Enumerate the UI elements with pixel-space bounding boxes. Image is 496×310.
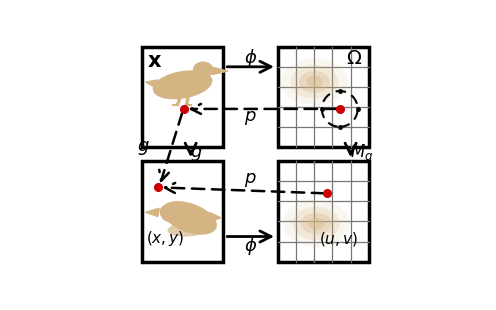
Ellipse shape	[299, 71, 330, 93]
Ellipse shape	[193, 61, 213, 78]
Text: $(x,y)$: $(x,y)$	[146, 229, 185, 248]
Polygon shape	[145, 80, 158, 88]
Ellipse shape	[301, 213, 332, 234]
Ellipse shape	[306, 76, 323, 88]
Ellipse shape	[281, 59, 348, 105]
Polygon shape	[145, 208, 159, 216]
Text: $g$: $g$	[190, 145, 203, 163]
Text: $p$: $p$	[245, 109, 257, 127]
Polygon shape	[209, 212, 221, 222]
Text: $\Omega$: $\Omega$	[346, 50, 362, 68]
Ellipse shape	[160, 205, 178, 223]
Bar	[142, 161, 223, 262]
Ellipse shape	[291, 65, 338, 99]
Text: $p$: $p$	[245, 171, 257, 189]
Ellipse shape	[153, 70, 212, 99]
Bar	[278, 47, 369, 147]
Bar	[278, 161, 369, 262]
Ellipse shape	[283, 200, 350, 247]
Text: $\phi$: $\phi$	[244, 47, 257, 69]
Ellipse shape	[292, 207, 340, 240]
Ellipse shape	[168, 221, 211, 237]
Ellipse shape	[308, 218, 324, 229]
Text: $M_g$: $M_g$	[350, 143, 373, 166]
Polygon shape	[211, 67, 228, 74]
Text: $g$: $g$	[137, 139, 150, 157]
Text: $\mathbf{x}$: $\mathbf{x}$	[147, 51, 162, 71]
Text: $(u,v)$: $(u,v)$	[319, 230, 358, 248]
Text: $\phi$: $\phi$	[244, 235, 257, 257]
Ellipse shape	[162, 201, 217, 235]
Bar	[142, 47, 223, 147]
